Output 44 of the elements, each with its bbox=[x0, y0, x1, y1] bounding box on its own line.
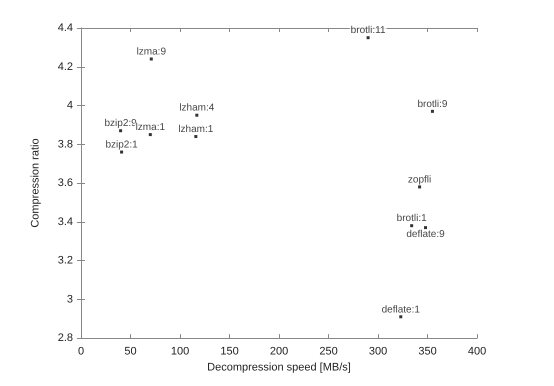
y-tick-label: 3.4 bbox=[58, 216, 73, 228]
point bbox=[120, 150, 124, 154]
y-tick-label: 3.6 bbox=[58, 177, 73, 190]
point bbox=[150, 58, 153, 61]
annotation: bzip2:1 bbox=[105, 140, 138, 151]
annotation: bzip2:9 bbox=[104, 118, 138, 130]
annotation: deflate:1 bbox=[382, 304, 420, 316]
point bbox=[366, 36, 370, 40]
annotation: deflate:9 bbox=[406, 229, 446, 240]
x-tick-label: 150 bbox=[220, 346, 239, 358]
y-axis-title: Compression ratio bbox=[30, 138, 42, 228]
annotation: lzma:9 bbox=[136, 46, 166, 58]
x-tick-label: 200 bbox=[270, 346, 288, 358]
point bbox=[410, 224, 414, 228]
y-tick-label: 3.2 bbox=[58, 254, 73, 267]
x-tick-label: 400 bbox=[468, 346, 486, 358]
x-tick-label: 50 bbox=[124, 346, 137, 358]
x-tick-label: 300 bbox=[368, 346, 388, 358]
point bbox=[424, 226, 428, 230]
point bbox=[399, 315, 402, 318]
point bbox=[148, 133, 152, 136]
x-tick-label: 250 bbox=[319, 346, 338, 358]
annotation: brotli:11 bbox=[350, 25, 386, 36]
point bbox=[119, 129, 122, 132]
point bbox=[430, 110, 434, 113]
point bbox=[195, 114, 198, 117]
annotation: brotli:9 bbox=[417, 98, 448, 110]
annotation: brotli:1 bbox=[396, 213, 428, 224]
x-tick-label: 100 bbox=[170, 346, 190, 358]
point bbox=[418, 185, 422, 188]
annotation: lzham:1 bbox=[178, 124, 214, 136]
annotation: lzma:1 bbox=[136, 122, 166, 134]
y-tick-label: 4.2 bbox=[58, 60, 73, 73]
point bbox=[194, 135, 198, 138]
y-tick-label: 4.4 bbox=[58, 22, 73, 34]
y-tick-label: 3.8 bbox=[58, 138, 73, 150]
annotation: zopfli bbox=[408, 174, 432, 186]
y-tick-label: 4 bbox=[66, 100, 73, 112]
x-axis-title: Decompression speed [MB/s] bbox=[207, 362, 351, 374]
x-tick-label: 350 bbox=[418, 346, 437, 358]
y-tick-label: 3 bbox=[66, 293, 73, 306]
y-tick-label: 2.8 bbox=[58, 332, 73, 344]
x-tick-label: 0 bbox=[78, 346, 84, 358]
annotation: lzham:4 bbox=[179, 102, 215, 114]
